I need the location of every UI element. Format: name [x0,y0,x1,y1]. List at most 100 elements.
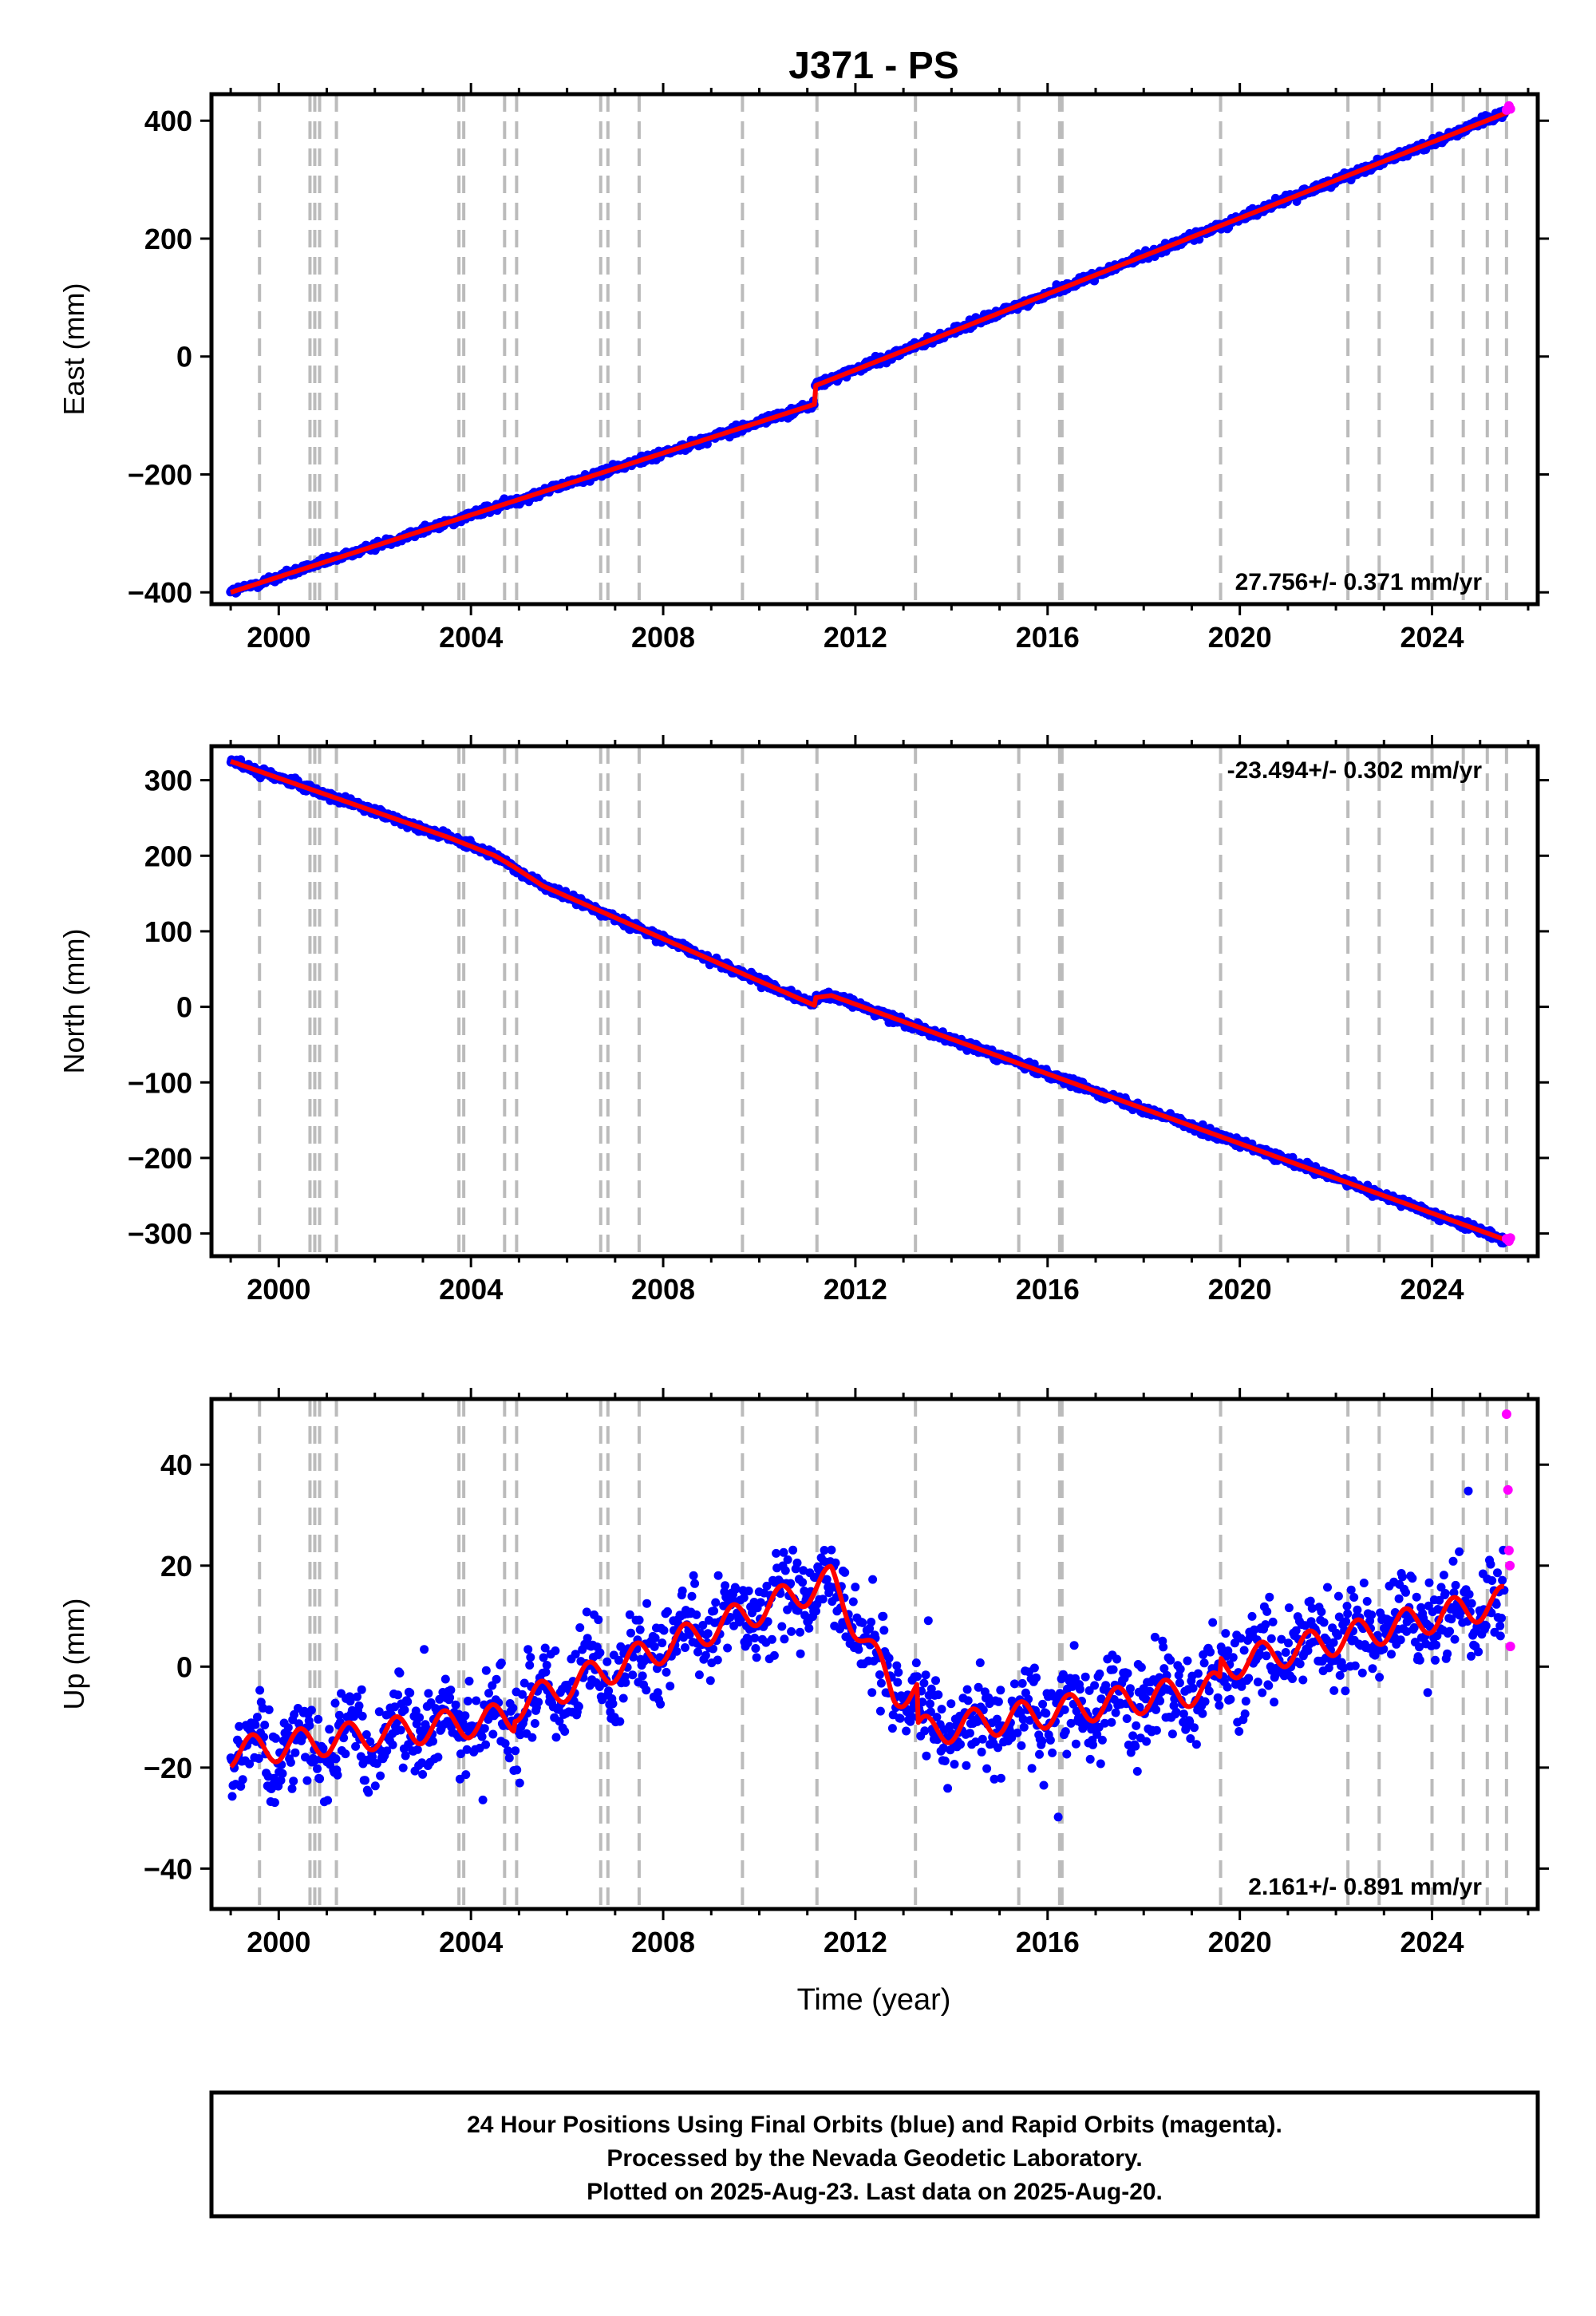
data-point [1359,1579,1369,1587]
data-point [400,1705,409,1715]
footer-line-2: Processed by the Nevada Geodetic Laborat… [606,2145,1142,2172]
data-point [251,1720,260,1729]
data-point [913,1672,922,1682]
data-point [1362,1597,1372,1606]
data-point [260,1721,270,1729]
data-point [921,1670,930,1680]
data-point [1188,1683,1198,1693]
y-tick-label: 200 [144,223,192,255]
x-tick-label: 2016 [1016,1273,1080,1306]
data-point [1464,1590,1474,1599]
data-point [934,1690,943,1700]
data-point [920,1726,930,1736]
figure-title: J371 - PS [788,45,958,87]
x-tick-label: 2016 [1016,1926,1080,1958]
data-point [574,1701,583,1711]
data-point [1037,1737,1047,1746]
data-point [996,1686,1005,1695]
data-point [656,1699,666,1709]
data-point [472,1696,481,1705]
x-tick-label: 2012 [824,621,887,654]
y-tick-label: 400 [144,105,192,137]
data-point [376,1771,385,1780]
east-model [229,109,1511,595]
data-point [1270,1697,1279,1707]
data-point [1152,1725,1161,1735]
data-point [1131,1741,1140,1751]
data-point [478,1795,488,1804]
data-point [1464,1486,1473,1496]
data-point [854,1645,863,1654]
data-point [752,1653,761,1662]
data-point [1204,1686,1214,1696]
data-point [1486,1559,1495,1569]
east-y-label: East (mm) [57,283,90,416]
data-point [1075,1685,1084,1694]
data-point [1323,1583,1332,1592]
data-point [264,1705,274,1714]
data-point [911,1658,921,1668]
data-point [879,1611,888,1621]
data-point [922,1751,931,1761]
data-point [1027,1764,1037,1773]
east-rapid-points [1501,101,1515,115]
y-tick-label: 300 [144,765,192,797]
data-point [1244,1674,1254,1683]
data-point [827,1545,836,1555]
data-point [1080,1672,1090,1682]
data-point [666,1682,675,1691]
data-point [798,1578,808,1587]
data-point [525,1661,535,1670]
y-tick-label: 0 [176,341,192,373]
data-point [1445,1626,1455,1636]
data-point [926,1699,934,1709]
data-point [1284,1603,1294,1613]
x-tick-label: 2024 [1400,621,1464,654]
east-final-points [226,106,1509,598]
data-point [1107,1717,1116,1727]
data-point [1341,1617,1351,1626]
data-point [1108,1665,1118,1674]
data-point [1017,1678,1027,1688]
data-point [1397,1572,1407,1582]
data-point [405,1688,415,1697]
data-point [804,1623,814,1633]
data-point [1493,1568,1502,1578]
data-point [703,1629,713,1638]
data-point [1071,1739,1080,1749]
data-point [1495,1621,1505,1630]
data-point [1175,1678,1184,1688]
data-point [694,1670,704,1680]
data-point [1408,1574,1417,1583]
data-point [705,1676,715,1686]
data-point [788,1545,798,1555]
data-point [931,1676,940,1686]
data-point [709,1607,719,1615]
data-point [721,1581,730,1591]
data-point [868,1575,878,1584]
data-point [446,1686,456,1695]
panel-up: 2000 2004 2008 2012 2016 2020 2024−40−2002040U… [57,1388,1549,1958]
data-point [1495,1631,1505,1641]
rapid-point [1505,1560,1515,1571]
data-point [937,1705,946,1714]
data-point [1415,1655,1424,1665]
data-point [415,1713,425,1722]
data-point [963,1696,973,1705]
data-point [496,1658,506,1668]
data-point [690,1579,700,1588]
x-tick-label: 2020 [1208,1926,1272,1958]
data-point [642,1599,652,1608]
data-point [1349,1593,1359,1602]
data-point [1432,1640,1440,1650]
data-point [1200,1697,1210,1706]
data-point [1368,1664,1377,1674]
data-point [534,1697,543,1707]
data-point [615,1717,625,1726]
data-point [996,1773,1005,1783]
data-point [887,1724,897,1733]
y-tick-label: 0 [176,1650,192,1683]
x-tick-label: 2008 [631,621,695,654]
data-point [1041,1709,1051,1718]
